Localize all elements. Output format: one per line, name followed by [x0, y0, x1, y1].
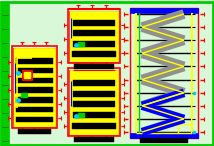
- Bar: [13, 47, 55, 126]
- Bar: [78, 42, 85, 47]
- Bar: [130, 133, 198, 138]
- Bar: [22, 70, 32, 80]
- Bar: [16, 87, 53, 93]
- Bar: [68, 9, 120, 63]
- Bar: [16, 107, 53, 112]
- Bar: [16, 68, 53, 73]
- Bar: [16, 97, 53, 103]
- Bar: [21, 93, 28, 98]
- Bar: [72, 51, 116, 57]
- Bar: [78, 113, 85, 118]
- Bar: [74, 137, 114, 142]
- Bar: [1, 2, 9, 145]
- Bar: [72, 80, 116, 86]
- Bar: [70, 11, 119, 61]
- Bar: [72, 123, 116, 129]
- Bar: [16, 58, 53, 64]
- Bar: [130, 8, 198, 138]
- Bar: [74, 64, 114, 69]
- Bar: [14, 48, 55, 126]
- Bar: [72, 40, 116, 46]
- Bar: [72, 91, 116, 97]
- Bar: [16, 78, 53, 83]
- Bar: [18, 129, 51, 134]
- Bar: [16, 117, 53, 122]
- Bar: [23, 71, 31, 79]
- Bar: [130, 8, 198, 13]
- Bar: [70, 11, 118, 61]
- Bar: [70, 70, 118, 134]
- Bar: [72, 30, 116, 36]
- Bar: [68, 68, 120, 136]
- Bar: [12, 46, 57, 128]
- Bar: [72, 20, 116, 26]
- Bar: [140, 138, 188, 143]
- Bar: [70, 69, 119, 134]
- Bar: [72, 112, 116, 118]
- Bar: [72, 101, 116, 107]
